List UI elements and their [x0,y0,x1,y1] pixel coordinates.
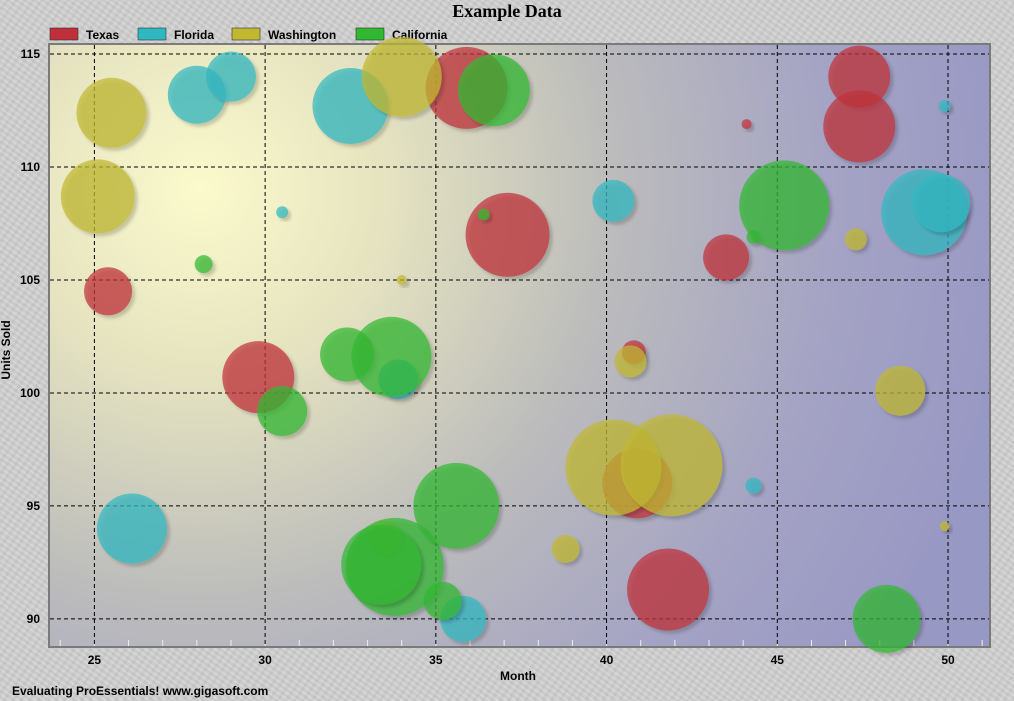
bubble-california [194,255,213,274]
x-tick-label: 45 [771,653,785,667]
bubble-texas [741,119,752,130]
footer-text: Evaluating ProEssentials! www.gigasoft.c… [12,684,268,698]
legend-swatch-washington [231,27,261,41]
bubble-texas [627,548,710,631]
x-tick-label: 30 [258,653,272,667]
bubble-texas [828,45,891,108]
bubble-washington [939,521,950,532]
bubble-california [423,581,462,620]
bubble-washington [551,534,580,563]
bubble-texas [703,234,750,281]
bubble-washington [60,159,135,234]
y-axis-ticks: 90 95 100 105 110 115 [20,47,40,626]
x-tick-label: 25 [88,653,102,667]
legend-swatch-texas [49,27,79,41]
bubble-florida [745,477,762,494]
chart-title: Example Data [452,1,562,21]
bubble-washington [614,345,647,378]
bubble-washington [361,36,442,117]
y-tick-label: 110 [21,160,41,174]
y-tick-label: 95 [27,499,41,513]
y-tick-label: 115 [21,47,41,61]
bubble-florida [205,51,256,102]
bubble-florida [592,179,635,222]
legend-swatch-florida [137,27,167,41]
legend-label-washington: Washington [268,28,336,42]
y-axis-label: Units Sold [0,320,13,379]
bubble-california [257,386,308,437]
bubble-california [341,524,422,605]
y-tick-label: 90 [27,612,41,626]
x-axis-label: Month [500,669,536,683]
bubble-washington [844,228,867,251]
x-axis-ticks: 25 30 35 40 45 50 [88,653,955,667]
legend-label-texas: Texas [86,28,119,42]
bubble-washington [875,365,926,416]
bubble-texas [465,192,550,277]
y-tick-label: 100 [20,386,40,400]
bubble-florida [938,100,951,113]
legend-label-florida: Florida [174,28,214,42]
bubble-florida [276,206,289,219]
x-tick-label: 40 [600,653,614,667]
bubble-texas [84,267,133,316]
legend-swatch-california [355,27,385,41]
bubble-washington [396,274,407,285]
bubble-california [739,160,830,251]
bubble-florida [96,493,167,564]
grid-lines [50,45,989,646]
bubble-washington [620,414,723,517]
bubble-california [852,584,921,653]
bubble-california [351,316,432,397]
x-tick-label: 35 [429,653,443,667]
bubble-california [457,54,530,127]
x-tick-label: 50 [941,653,955,667]
bubbles [60,36,971,653]
y-tick-label: 105 [20,273,40,287]
bubble-texas [823,90,896,163]
bubble-california [477,208,490,221]
bubble-florida [912,174,971,233]
bubble-washington [76,77,147,148]
bubble-california [413,462,500,549]
